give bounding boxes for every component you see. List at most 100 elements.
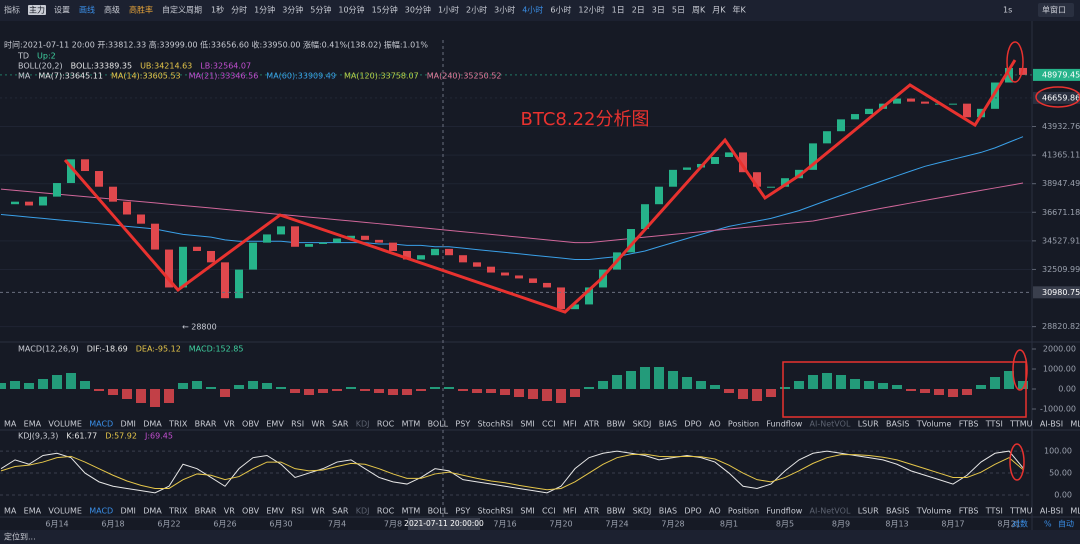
- toolbar-button[interactable]: 主力: [29, 5, 45, 15]
- indicator-tab[interactable]: OBV: [242, 507, 260, 516]
- indicator-tab[interactable]: TVolume: [916, 507, 952, 516]
- toolbar-button[interactable]: 高胜率: [129, 5, 153, 15]
- toolbar-button[interactable]: 自定义周期: [162, 5, 202, 15]
- indicator-tab[interactable]: TTMU: [1009, 507, 1033, 516]
- indicator-tab[interactable]: TVolume: [916, 420, 952, 429]
- indicator-tab[interactable]: CCI: [542, 420, 556, 429]
- indicator-tab[interactable]: KDJ: [356, 507, 370, 516]
- indicator-tab[interactable]: ATR: [584, 420, 600, 429]
- period-button[interactable]: 30分钟: [405, 5, 431, 15]
- indicator-tab[interactable]: MA: [4, 507, 17, 516]
- indicator-tab[interactable]: AI-BSI: [1040, 507, 1063, 516]
- toolbar-button[interactable]: 画线: [79, 5, 95, 15]
- indicator-tab[interactable]: TRIX: [168, 507, 188, 516]
- indicator-tab[interactable]: TTMU: [1009, 420, 1033, 429]
- indicator-tab[interactable]: DMA: [143, 420, 162, 429]
- period-button[interactable]: 5分钟: [310, 5, 331, 15]
- indicator-tab[interactable]: PSY: [455, 507, 470, 516]
- indicator-tab[interactable]: BRAR: [195, 507, 217, 516]
- indicator-tab[interactable]: SMI: [520, 507, 534, 516]
- indicator-tab[interactable]: DPO: [684, 420, 701, 429]
- indicator-tab[interactable]: MFI: [563, 507, 577, 516]
- period-button[interactable]: 5日: [672, 6, 685, 15]
- indicator-tab[interactable]: TTSI: [985, 507, 1003, 516]
- indicator-tab[interactable]: SKDJ: [633, 507, 652, 516]
- period-button[interactable]: 15分钟: [372, 5, 398, 15]
- indicator-tab[interactable]: StochRSI: [478, 507, 514, 516]
- indicator-tab[interactable]: AI-NetVOL: [810, 507, 851, 516]
- toolbar-button[interactable]: 指标: [4, 5, 20, 15]
- indicator-tab[interactable]: BBW: [607, 507, 626, 516]
- indicator-tab[interactable]: BOLL: [428, 507, 449, 516]
- indicator-tab[interactable]: VR: [224, 507, 235, 516]
- toolbar-button[interactable]: 高级: [104, 5, 120, 15]
- indicator-tab[interactable]: BASIS: [886, 420, 909, 429]
- period-button[interactable]: 周K: [692, 6, 706, 15]
- indicator-tab[interactable]: SAR: [332, 507, 349, 516]
- footer-button[interactable]: 定位到...: [4, 532, 36, 542]
- indicator-tab[interactable]: EMA: [24, 507, 42, 516]
- indicator-tab[interactable]: WR: [311, 420, 325, 429]
- indicator-tab[interactable]: BBW: [607, 420, 626, 429]
- indicator-tab[interactable]: Position: [728, 420, 759, 429]
- indicator-tab[interactable]: TTSI: [985, 420, 1003, 429]
- indicator-tab[interactable]: BIAS: [659, 420, 677, 429]
- footer-button[interactable]: %: [1044, 520, 1052, 529]
- indicator-tab[interactable]: AO: [709, 507, 721, 516]
- indicator-tab[interactable]: ATR: [584, 507, 600, 516]
- period-button[interactable]: 月K: [712, 6, 726, 15]
- indicator-tab[interactable]: AO: [709, 420, 721, 429]
- indicator-tab[interactable]: MACD: [89, 420, 113, 429]
- indicator-tab[interactable]: MLR: [1070, 420, 1080, 429]
- indicator-tab[interactable]: Fundflow: [766, 507, 802, 516]
- indicator-tab[interactable]: EMV: [266, 507, 284, 516]
- indicator-tab[interactable]: ROC: [377, 420, 395, 429]
- indicator-tab[interactable]: PSY: [455, 420, 470, 429]
- indicator-tab[interactable]: VR: [224, 420, 235, 429]
- indicator-tab[interactable]: StochRSI: [478, 420, 514, 429]
- period-button[interactable]: 年K: [732, 5, 746, 15]
- indicator-tab[interactable]: ROC: [377, 507, 395, 516]
- indicator-tab[interactable]: MTM: [402, 507, 421, 516]
- indicator-tab[interactable]: EMA: [24, 420, 42, 429]
- period-button[interactable]: 1分钟: [254, 5, 275, 15]
- indicator-tab[interactable]: KDJ: [356, 420, 370, 429]
- indicator-tab[interactable]: DMI: [120, 507, 135, 516]
- indicator-tab[interactable]: FTBS: [959, 507, 979, 516]
- indicator-tab[interactable]: OBV: [242, 420, 260, 429]
- indicator-tab[interactable]: MLR: [1070, 507, 1080, 516]
- toolbar-button[interactable]: 单窗口: [1042, 5, 1066, 15]
- indicator-tab[interactable]: DMA: [143, 507, 162, 516]
- indicator-tab[interactable]: DMI: [120, 420, 135, 429]
- period-button[interactable]: 3分钟: [282, 5, 303, 15]
- indicator-tab[interactable]: MACD: [89, 507, 113, 516]
- indicator-tab[interactable]: CCI: [542, 507, 556, 516]
- indicator-tab[interactable]: EMV: [266, 420, 284, 429]
- period-button[interactable]: 10分钟: [338, 5, 364, 15]
- period-button[interactable]: 3日: [652, 6, 665, 15]
- indicator-tab[interactable]: BOLL: [428, 420, 449, 429]
- period-button[interactable]: 12小时: [578, 5, 604, 15]
- period-button[interactable]: 1小时: [438, 5, 459, 15]
- indicator-tab[interactable]: VOLUME: [48, 507, 82, 516]
- indicator-tab[interactable]: AI-BSI: [1040, 420, 1063, 429]
- indicator-tab[interactable]: RSI: [291, 507, 304, 516]
- indicator-tab[interactable]: SMI: [520, 420, 534, 429]
- indicator-tab[interactable]: MTM: [402, 420, 421, 429]
- period-button[interactable]: 4小时: [522, 5, 543, 15]
- indicator-tab[interactable]: DPO: [684, 507, 701, 516]
- indicator-tab[interactable]: TRIX: [168, 420, 188, 429]
- period-button[interactable]: 1日: [612, 6, 625, 15]
- indicator-tab[interactable]: FTBS: [959, 420, 979, 429]
- toolbar-button[interactable]: 设置: [54, 5, 70, 15]
- indicator-tab[interactable]: SKDJ: [633, 420, 652, 429]
- indicator-tab[interactable]: BASIS: [886, 507, 909, 516]
- period-button[interactable]: 3小时: [494, 5, 515, 15]
- indicator-tab[interactable]: MFI: [563, 420, 577, 429]
- indicator-tab[interactable]: SAR: [332, 420, 349, 429]
- toolbar-button[interactable]: 1s: [1003, 6, 1012, 15]
- footer-button[interactable]: 自动: [1058, 519, 1074, 529]
- period-button[interactable]: 1秒: [211, 5, 224, 15]
- indicator-tab[interactable]: BIAS: [659, 507, 677, 516]
- indicator-tab[interactable]: LSUR: [858, 420, 879, 429]
